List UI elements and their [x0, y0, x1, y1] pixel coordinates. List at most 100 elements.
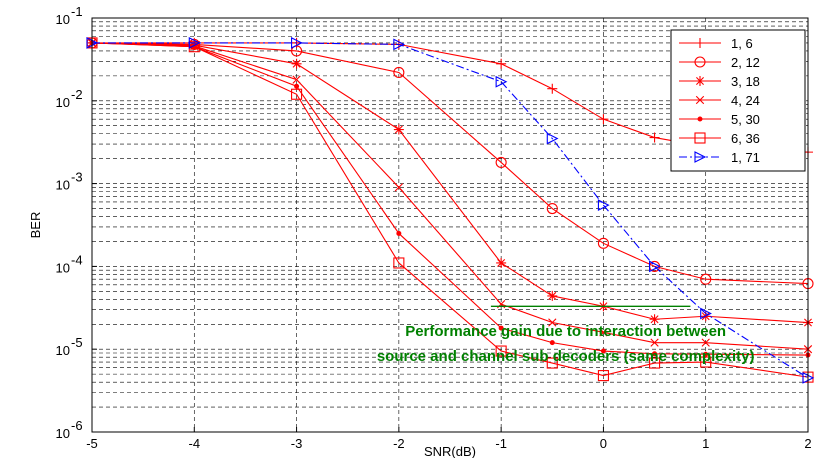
series-layer	[86, 37, 815, 384]
marker-square	[649, 357, 661, 369]
marker-star	[547, 290, 558, 301]
marker-plus	[695, 38, 705, 48]
grid	[91, 18, 809, 433]
x-axis-label: SNR(dB)	[424, 444, 476, 458]
marker-triangle	[393, 38, 406, 51]
marker-square	[393, 257, 405, 269]
marker-square	[694, 132, 706, 144]
series-line	[92, 42, 809, 379]
legend-label: 1, 6	[731, 36, 753, 51]
legend: 1, 6 2, 12 3, 18 4, 24 5, 30 6, 36 1, 71	[670, 29, 806, 172]
legend-item: 6, 36	[679, 131, 760, 146]
marker-triangle	[700, 307, 712, 320]
annotation-text: source and channel sub decoders (same co…	[377, 348, 755, 365]
legend-label: 2, 12	[731, 55, 760, 70]
series-line	[91, 42, 809, 324]
marker-circle	[700, 273, 712, 285]
y-tick-label: 10	[56, 95, 70, 110]
y-tick-label: 10	[56, 12, 70, 27]
legend-item: 5, 30	[679, 112, 760, 127]
y-tick-label: 10	[56, 343, 70, 358]
marker-star	[695, 76, 705, 86]
y-tick-exponent: -4	[71, 252, 83, 267]
x-tick-label: -3	[291, 436, 303, 451]
series-line	[91, 42, 809, 285]
y-tick-label: 10	[56, 426, 70, 441]
marker-plus	[598, 114, 609, 125]
series-line	[91, 42, 809, 378]
series-line	[91, 42, 809, 356]
y-tick-exponent: -6	[71, 418, 83, 433]
marker-triangle	[495, 75, 508, 88]
marker-plus	[496, 58, 507, 69]
legend-item: 2, 12	[679, 55, 760, 70]
marker-triangle	[546, 132, 559, 145]
marker-x	[701, 338, 710, 347]
y-tick-label: 10	[56, 260, 70, 275]
series	[89, 40, 811, 358]
marker-circle	[597, 237, 609, 249]
marker-x	[394, 183, 403, 192]
x-tick-label: -1	[495, 436, 507, 451]
marker-dot	[549, 340, 555, 346]
marker-square	[495, 345, 507, 357]
marker-x	[548, 318, 557, 327]
marker-triangle	[597, 199, 610, 211]
legend-label: 6, 36	[731, 131, 760, 146]
marker-x	[650, 338, 659, 347]
legend-label: 1, 71	[731, 150, 760, 165]
marker-star	[393, 124, 404, 135]
marker-circle	[393, 66, 405, 78]
marker-plus	[649, 132, 660, 143]
annotation: Performance gain due to interaction betw…	[377, 305, 755, 365]
marker-dot	[697, 116, 703, 122]
marker-plus	[547, 83, 558, 94]
marker-square	[700, 356, 712, 368]
marker-triangle	[188, 37, 201, 49]
x-tick-label: 2	[804, 436, 811, 451]
marker-star	[291, 58, 302, 69]
y-tick-label: 10	[56, 178, 70, 193]
legend-label: 4, 24	[731, 93, 760, 108]
legend-label: 5, 30	[731, 112, 760, 127]
marker-circle	[694, 56, 706, 68]
marker-dot	[294, 83, 300, 89]
y-axis-label: BER	[28, 212, 43, 239]
x-tick-label: 0	[600, 436, 607, 451]
legend-label: 3, 18	[731, 74, 760, 89]
x-tick-label: -2	[393, 436, 405, 451]
y-tick-exponent: -2	[71, 87, 83, 102]
marker-triangle	[694, 151, 707, 163]
y-tick-exponent: -3	[71, 170, 83, 185]
marker-circle	[546, 202, 558, 215]
y-tick-exponent: -5	[71, 335, 83, 350]
marker-triangle	[291, 37, 303, 49]
marker-square	[597, 370, 609, 382]
x-tick-label: -5	[86, 436, 98, 451]
marker-square	[291, 88, 303, 100]
marker-star	[649, 314, 660, 325]
marker-dot	[652, 351, 658, 357]
marker-dot	[396, 230, 402, 236]
legend-item: 4, 24	[679, 93, 760, 108]
y-tick-exponent: -1	[71, 4, 83, 19]
marker-triangle	[649, 260, 661, 273]
legend-item: 3, 18	[679, 74, 760, 89]
marker-dot	[600, 348, 606, 354]
tick-labels: -5 -4 -3 -2 -1 0 1 210-110-210-310-410-510-6	[56, 4, 812, 451]
series	[86, 37, 815, 384]
series-line	[91, 42, 809, 350]
marker-x	[599, 328, 608, 337]
marker-circle	[495, 156, 507, 169]
x-tick-label: 1	[702, 436, 709, 451]
annotation-text: Performance gain due to interaction betw…	[405, 323, 726, 340]
legend-item: 1, 71	[679, 150, 760, 165]
plot-frame	[91, 17, 809, 433]
marker-square	[546, 357, 558, 369]
legend-item: 1, 6	[679, 36, 753, 51]
marker-dot	[703, 351, 709, 357]
marker-star	[496, 257, 507, 268]
x-tick-label: -4	[189, 436, 201, 451]
marker-x	[695, 95, 705, 105]
